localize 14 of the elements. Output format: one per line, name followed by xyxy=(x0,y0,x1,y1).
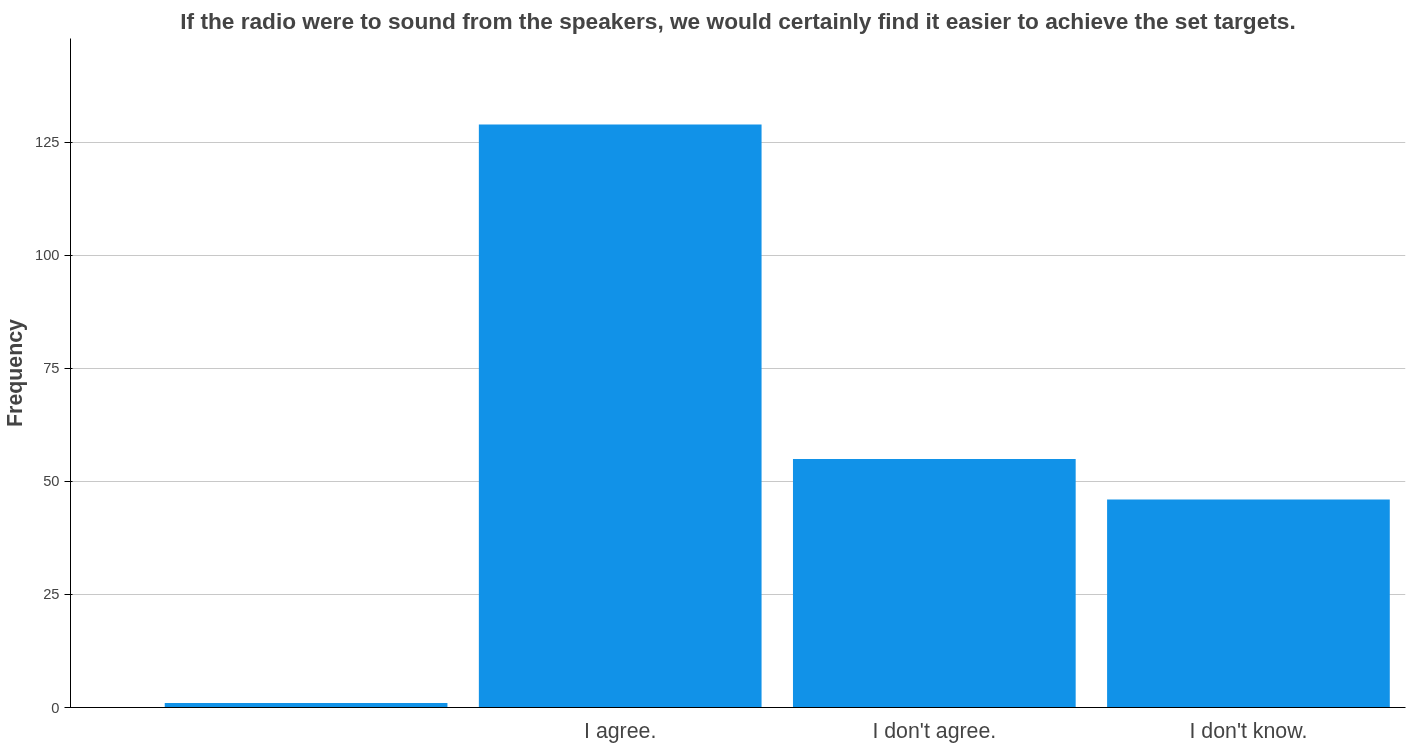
y-tick-label: 50 xyxy=(43,473,60,490)
y-tick-label: 75 xyxy=(43,360,60,377)
bar xyxy=(478,124,762,708)
y-axis-title: Frequency xyxy=(3,318,28,427)
x-tick-label: I agree. xyxy=(584,718,657,743)
y-tick-label: 25 xyxy=(43,586,60,603)
bar xyxy=(1107,499,1390,708)
bar xyxy=(792,458,1076,708)
chart-title: If the radio were to sound from the speakers, we would certainly find it easier to achieve the set targets. xyxy=(180,7,1296,34)
x-tick-label: I don't agree. xyxy=(872,718,997,743)
y-tick-label: 0 xyxy=(51,699,60,716)
x-tick-label: I don't know. xyxy=(1189,718,1308,743)
y-tick-label: 125 xyxy=(35,134,60,151)
y-tick-label: 100 xyxy=(35,247,60,264)
